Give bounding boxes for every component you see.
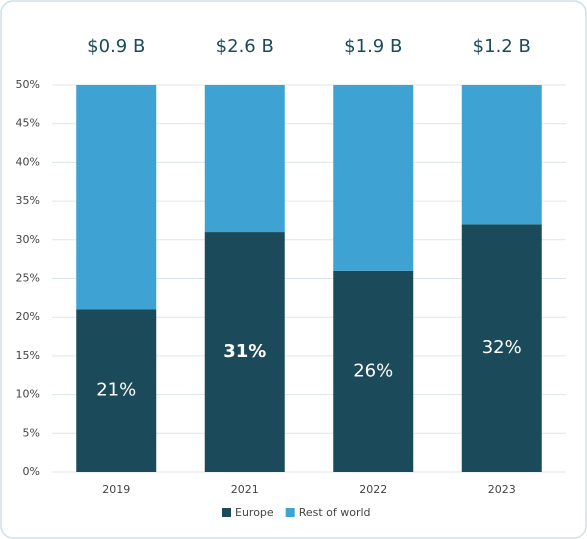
data-label: 32% (482, 337, 522, 358)
data-label: 26% (353, 360, 393, 381)
total-annotation: $1.9 B (344, 36, 402, 57)
y-tick-label: 10% (16, 388, 40, 401)
bar-segment (204, 85, 285, 233)
y-tick-label: 25% (16, 272, 40, 285)
bar-segment (76, 85, 157, 310)
total-annotation: $2.6 B (216, 36, 274, 57)
bar-segment (333, 270, 414, 472)
y-tick-label: 45% (16, 117, 40, 130)
legend-label: Rest of world (299, 506, 371, 519)
legend-swatch (285, 508, 295, 517)
x-tick-label: 2019 (102, 483, 130, 496)
bar-segment (76, 309, 157, 472)
x-tick-label: 2023 (488, 483, 516, 496)
x-tick-label: 2022 (359, 483, 387, 496)
y-tick-label: 15% (16, 349, 40, 362)
y-tick-label: 35% (16, 194, 40, 207)
y-tick-label: 50% (16, 78, 40, 91)
total-annotation: $1.2 B (473, 36, 531, 57)
y-tick-label: 40% (16, 155, 40, 168)
legend-swatch (222, 508, 231, 517)
y-tick-label: 20% (16, 310, 40, 323)
data-label: 31% (223, 341, 266, 362)
bar-segment (204, 232, 285, 472)
x-tick-label: 2021 (231, 483, 259, 496)
bar-segment (333, 85, 414, 271)
legend-label: Europe (235, 506, 274, 519)
bar-segment (461, 224, 542, 472)
y-tick-label: 0% (23, 465, 40, 478)
data-label: 21% (96, 380, 136, 401)
total-annotation: $0.9 B (87, 36, 145, 57)
y-tick-label: 5% (23, 426, 40, 439)
y-tick-label: 30% (16, 233, 40, 246)
bar-segment (461, 85, 542, 225)
